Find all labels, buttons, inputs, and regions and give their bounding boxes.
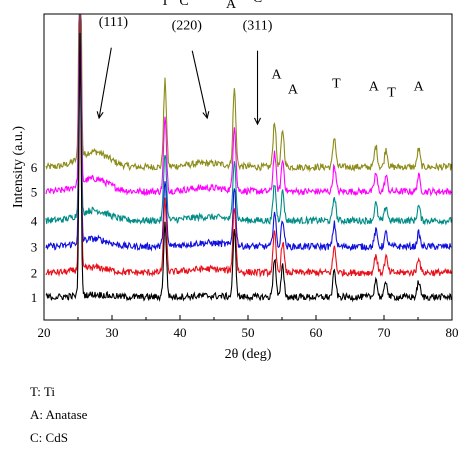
x-axis-label: 2θ (deg) (225, 347, 272, 362)
peak-annotation: T (387, 86, 396, 101)
series-label-4: 4 (31, 214, 38, 229)
series-line-4 (45, 14, 452, 226)
legend-entry-cds: C: CdS (30, 430, 68, 445)
annotation-arrow-head (253, 117, 262, 126)
x-tick-label: 30 (106, 325, 119, 340)
peak-annotation: A (414, 80, 425, 95)
annotation-arrow-line (98, 47, 112, 119)
peak-annotation: C (179, 0, 188, 9)
peak-annotation: (111) (99, 15, 129, 30)
series-label-3: 3 (31, 240, 38, 255)
peak-annotation: A (288, 83, 299, 98)
x-tick-label: 20 (38, 325, 51, 340)
series-line-3 (45, 14, 452, 252)
series-label-layer: 6 5 4 3 2 1 (31, 160, 38, 305)
series-layer (45, 14, 452, 303)
peak-annotation: A (226, 0, 237, 12)
y-axis-label: Intensity (a.u.) (11, 126, 26, 208)
x-tick-label: 40 (174, 325, 187, 340)
legend: T: Ti A: Anatase C: CdS (30, 380, 87, 449)
x-tick-layer: 20 30 40 50 60 70 80 (38, 315, 459, 340)
annotation-arrow-head (96, 111, 104, 120)
x-tick-label: 70 (378, 325, 391, 340)
peak-annotation: T (332, 76, 341, 91)
series-label-5: 5 (31, 184, 38, 199)
annotation-arrow-line (191, 50, 208, 119)
peak-annotation: A (369, 80, 380, 95)
peak-annotation: (220) (172, 18, 203, 33)
legend-entry-anatase: A: Anatase (30, 407, 88, 422)
peak-annotation: (311) (243, 18, 273, 33)
series-line-6 (45, 14, 452, 173)
peak-annotation: C (109, 0, 118, 3)
series-label-6: 6 (31, 160, 38, 175)
x-tick-label: 60 (310, 325, 323, 340)
peak-annotation: C (253, 0, 262, 6)
series-line-5 (45, 14, 452, 197)
annotation-arrow-head (202, 111, 210, 120)
series-label-2: 2 (31, 266, 38, 281)
legend-entry-ti: T: Ti (30, 384, 56, 399)
x-tick-label: 80 (446, 325, 459, 340)
series-line-1 (45, 32, 452, 303)
peak-annotation: T (161, 0, 170, 9)
peak-annotation: A (271, 67, 282, 82)
series-line-2 (45, 14, 452, 278)
series-label-1: 1 (31, 290, 38, 305)
x-tick-label: 50 (242, 325, 255, 340)
